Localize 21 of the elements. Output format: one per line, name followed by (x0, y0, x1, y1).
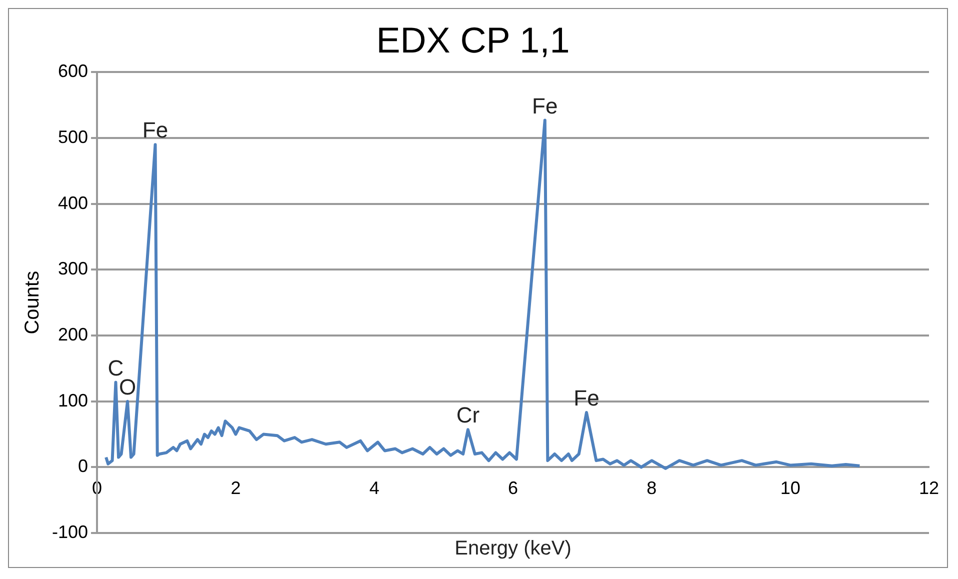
y-tick-label: 300 (58, 258, 88, 279)
y-tick-label: 200 (58, 324, 88, 344)
annotation: Fe (142, 118, 168, 143)
x-tick-label: 2 (230, 478, 241, 498)
annotation: Fe (532, 93, 558, 118)
chart-title: EDX CP 1,1 (376, 20, 570, 61)
x-tick-label: 6 (508, 478, 518, 498)
y-tick-label: -100 (52, 522, 88, 542)
annotation: Fe (574, 386, 600, 411)
y-tick-label: 100 (58, 390, 88, 410)
y-tick-label: 0 (78, 456, 88, 476)
y-tick-label: 500 (58, 126, 88, 147)
x-tick-label: 8 (646, 478, 657, 498)
x-axis-title: Energy (keV) (454, 538, 572, 560)
x-tick-label: 4 (369, 478, 380, 498)
y-axis-title: Counts (22, 270, 44, 334)
x-tick-label: 10 (780, 478, 800, 498)
y-tick-label: 600 (58, 61, 88, 82)
annotation: Cr (456, 402, 480, 428)
x-tick-label: 12 (918, 478, 940, 498)
y-tick-label: 400 (58, 192, 88, 213)
